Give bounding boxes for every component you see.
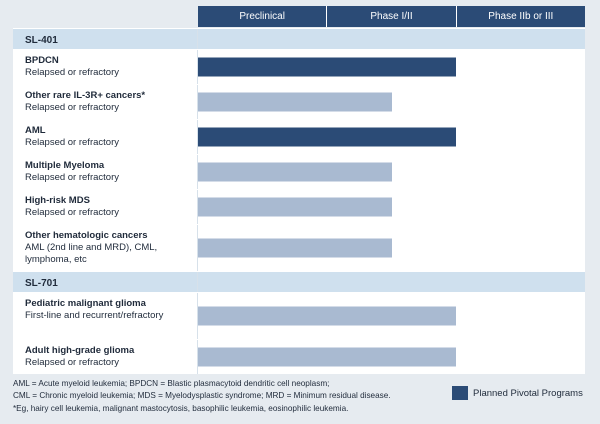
progress-bar <box>198 92 392 112</box>
program-track <box>198 50 585 84</box>
program-label: Other hematologic cancers AML (2nd line a… <box>13 225 198 271</box>
pivotal-progress-bar <box>198 57 456 77</box>
program-track <box>198 340 585 374</box>
program-track <box>198 120 585 154</box>
program-indication: Relapsed or refractory <box>25 172 119 183</box>
section-label: SL-701 <box>13 272 198 292</box>
footnote-line: CML = Chronic myeloid leukemia; MDS = My… <box>13 391 391 401</box>
program-row: Pediatric malignant glioma First-line and… <box>13 292 585 339</box>
program-row: BPDCN Relapsed or refractory <box>13 49 585 84</box>
program-row: Other rare IL-3R+ cancers* Relapsed or re… <box>13 84 585 119</box>
program-label: Other rare IL-3R+ cancers* Relapsed or re… <box>13 85 198 119</box>
program-label: Multiple Myeloma Relapsed or refractory <box>13 155 198 189</box>
progress-bar <box>198 238 392 258</box>
program-indication: Relapsed or refractory <box>25 67 119 78</box>
progress-bar <box>198 306 456 326</box>
program-indication: First-line and recurrent/refractory <box>25 310 164 321</box>
legend-label: Planned Pivotal Programs <box>473 387 583 399</box>
program-row: Multiple Myeloma Relapsed or refractory <box>13 154 585 189</box>
program-name: Pediatric malignant glioma <box>25 298 146 309</box>
legend-swatch <box>452 386 468 400</box>
program-name: High-risk MDS <box>25 195 90 206</box>
program-row: High-risk MDS Relapsed or refractory <box>13 189 585 224</box>
footnote-line: AML = Acute myeloid leukemia; BPDCN = Bl… <box>13 379 330 388</box>
program-name: Multiple Myeloma <box>25 160 105 171</box>
program-row: AML Relapsed or refractory <box>13 119 585 154</box>
program-track <box>198 190 585 224</box>
phase-column-header: Phase I/II <box>327 6 457 27</box>
program-name: Other hematologic cancers <box>25 230 148 241</box>
program-row: Other hematologic cancers AML (2nd line a… <box>13 224 585 271</box>
progress-bar <box>198 162 392 182</box>
program-indication: Relapsed or refractory <box>25 102 119 113</box>
phase-column-header: Phase IIb or III <box>456 6 585 27</box>
program-track <box>198 85 585 119</box>
footnotes: AML = Acute myeloid leukemia; BPDCN = Bl… <box>13 378 433 415</box>
phase-column-header: Preclinical <box>198 6 328 27</box>
program-name: BPDCN <box>25 55 59 66</box>
program-indication: Relapsed or refractory <box>25 207 119 218</box>
program-label: BPDCN Relapsed or refractory <box>13 50 198 84</box>
footnote-line: *Eg, hairy cell leukemia, malignant mast… <box>13 403 349 413</box>
program-label: Pediatric malignant glioma First-line and… <box>13 293 198 339</box>
program-indication: Relapsed or refractory <box>25 137 119 148</box>
section-row: SL-701 <box>13 271 585 292</box>
progress-bar <box>198 347 456 367</box>
program-indication: AML (2nd line and MRD), CML, lymphoma, e… <box>25 242 158 265</box>
program-indication: Relapsed or refractory <box>25 357 119 368</box>
program-label: AML Relapsed or refractory <box>13 120 198 154</box>
phase-header: Preclinical Phase I/II Phase IIb or III <box>198 6 585 27</box>
legend: Planned Pivotal Programs <box>452 386 583 400</box>
section-track <box>198 29 585 49</box>
section-track <box>198 272 585 292</box>
program-name: Other rare IL-3R+ cancers* <box>25 90 146 101</box>
program-label: High-risk MDS Relapsed or refractory <box>13 190 198 224</box>
pivotal-progress-bar <box>198 127 456 147</box>
program-name: Adult high-grade glioma <box>25 345 135 356</box>
program-name: AML <box>25 125 46 136</box>
program-track <box>198 293 585 339</box>
pipeline-table: SL-401 BPDCN Relapsed or refractory Other r… <box>13 28 585 374</box>
program-track <box>198 225 585 271</box>
section-label: SL-401 <box>13 29 198 49</box>
program-row: Adult high-grade glioma Relapsed or refra… <box>13 339 585 374</box>
progress-bar <box>198 197 392 217</box>
program-track <box>198 155 585 189</box>
program-label: Adult high-grade glioma Relapsed or refra… <box>13 340 198 374</box>
section-row: SL-401 <box>13 28 585 49</box>
